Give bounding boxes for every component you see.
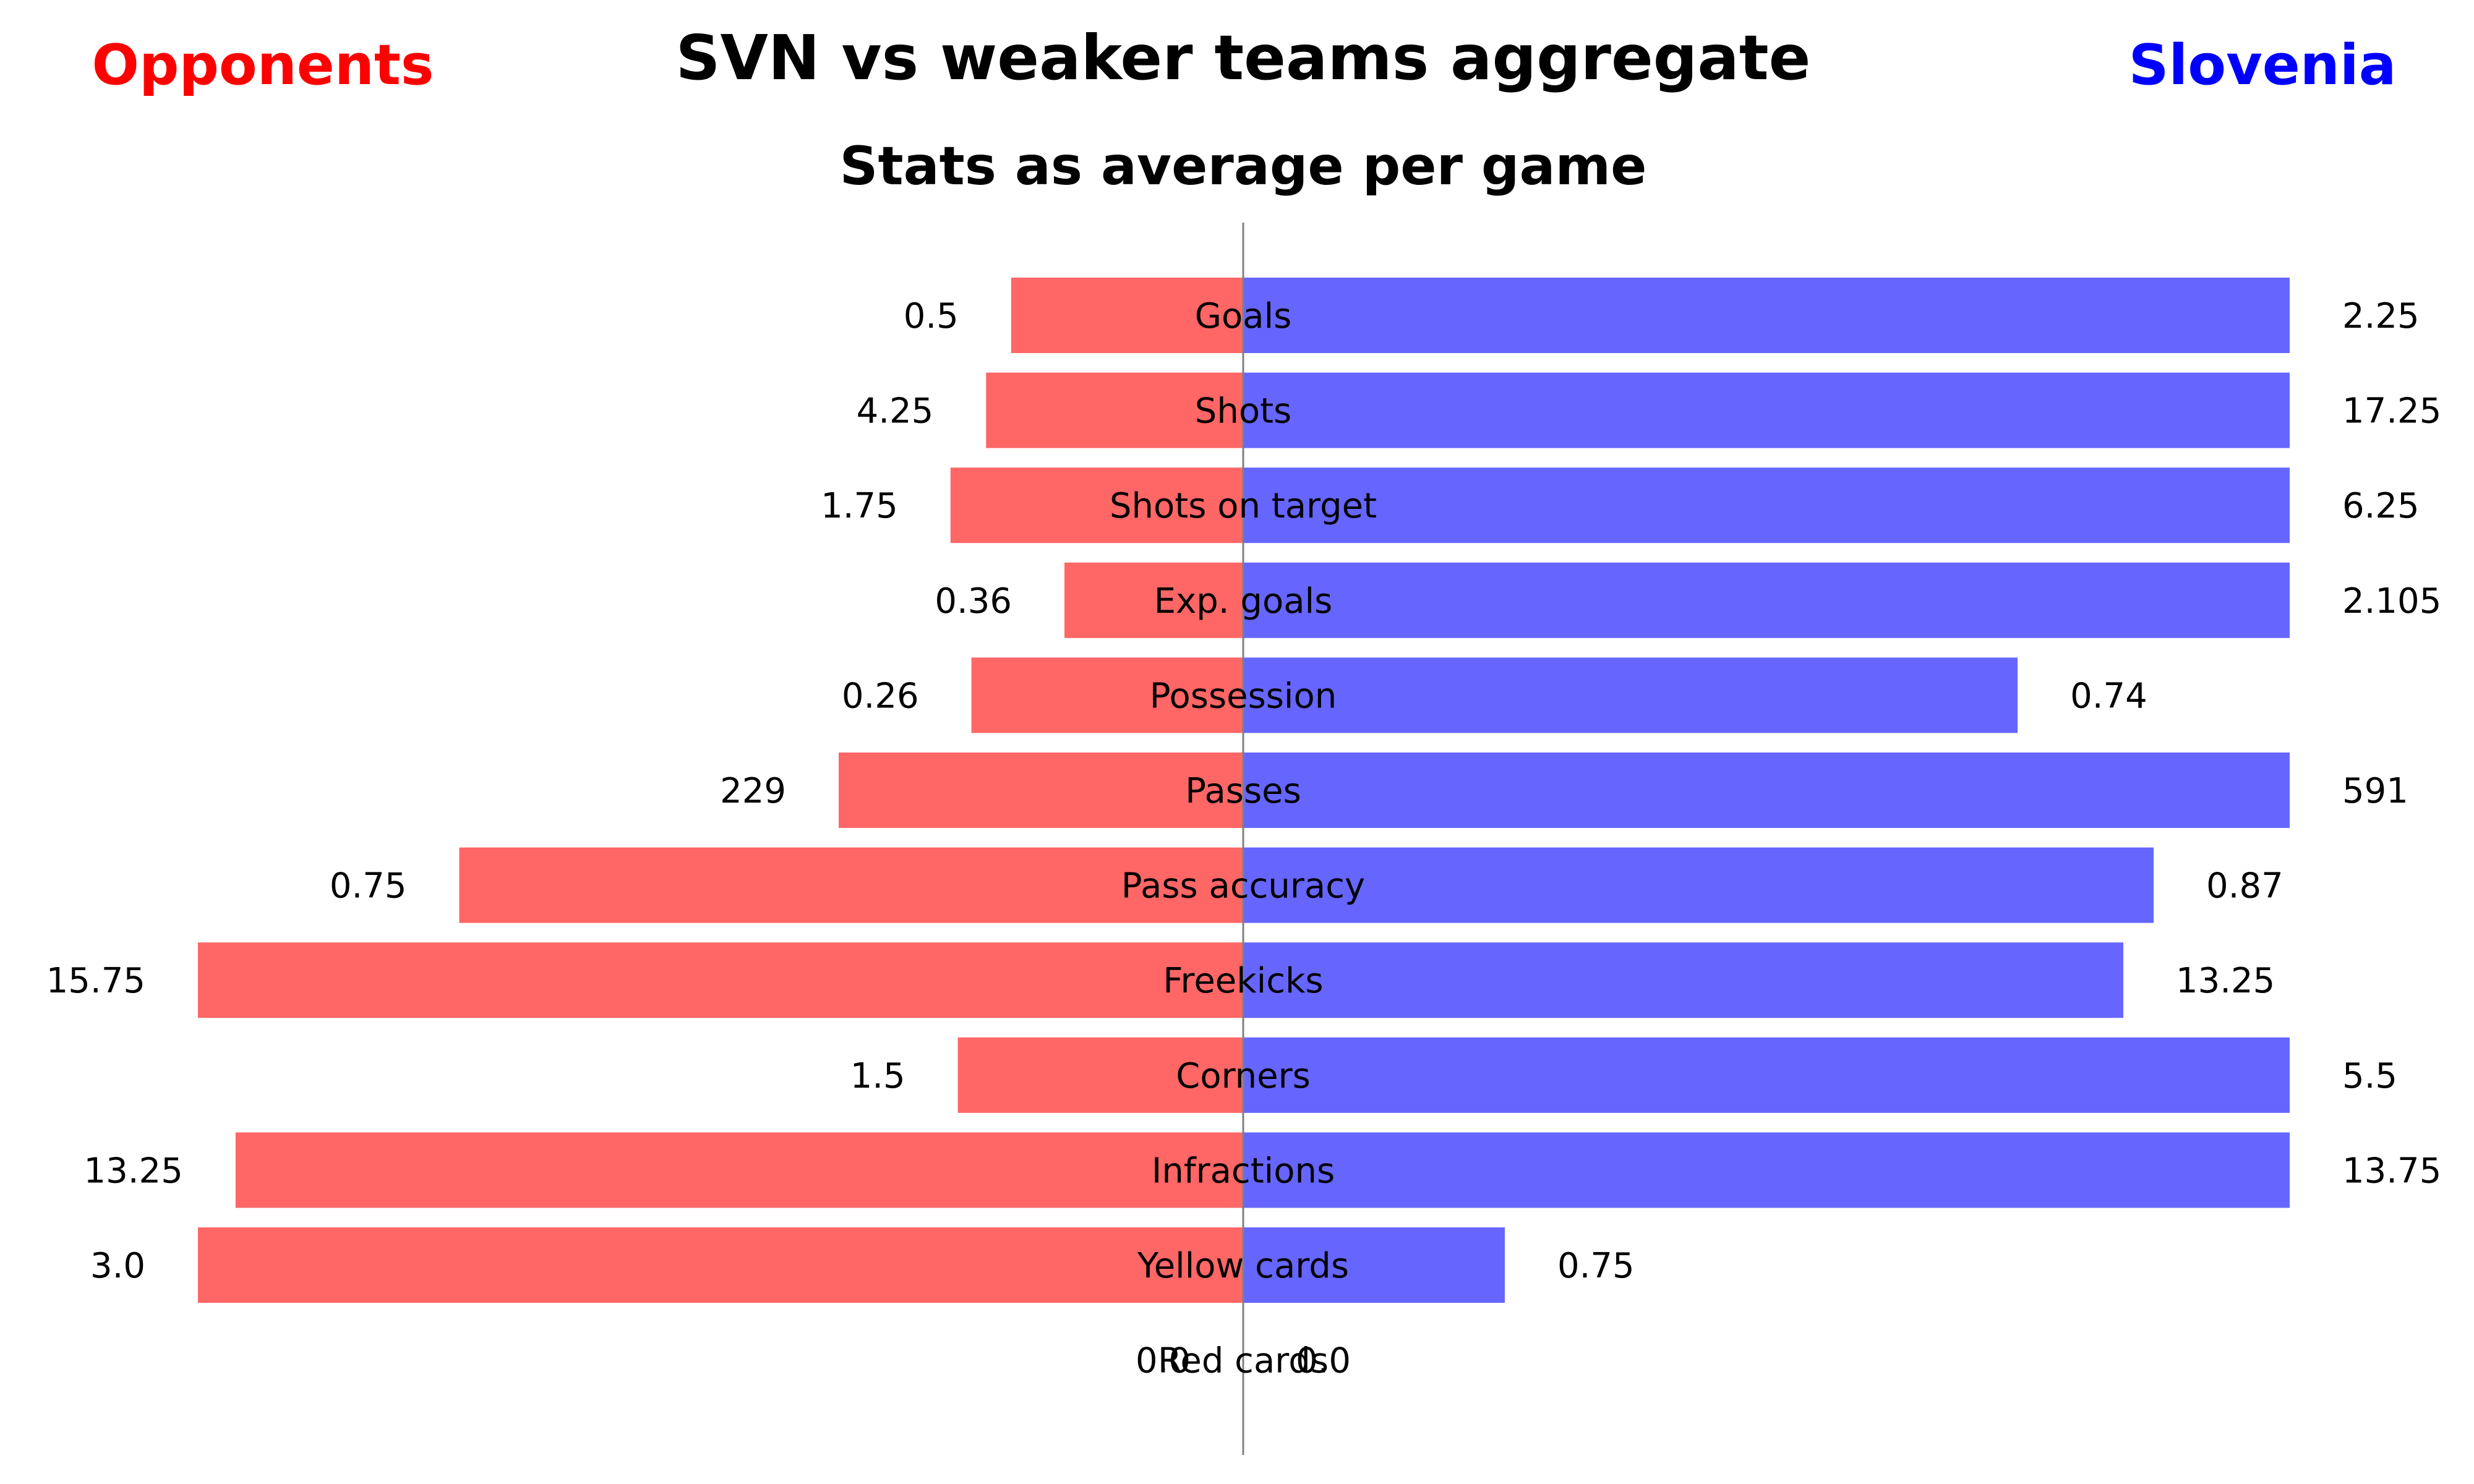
slovenia-bar-4 xyxy=(1243,657,2018,733)
stat-label-0: Goals xyxy=(1195,296,1292,336)
opponents-bar-0 xyxy=(1011,278,1243,353)
slovenia-value-label-0: 2.25 xyxy=(2342,296,2420,336)
opponents-bar-4 xyxy=(971,657,1243,733)
slovenia-bar-5 xyxy=(1243,753,2290,828)
slovenia-value-label-10: 0.75 xyxy=(1557,1246,1635,1286)
opponents-bar-5 xyxy=(838,753,1243,828)
stat-label-5: Passes xyxy=(1185,771,1301,811)
slovenia-value-label-6: 0.87 xyxy=(2206,866,2284,906)
slovenia-title: Slovenia xyxy=(2129,33,2397,98)
labels-group: Goals 0.5 2.25 Shots 4.25 17.25 Shots on targe… xyxy=(46,296,2442,1381)
opponents-value-label-1: 4.25 xyxy=(857,391,934,432)
opponents-bar-8 xyxy=(957,1037,1243,1113)
stat-label-10: Yellow cards xyxy=(1137,1246,1349,1286)
slovenia-value-label-4: 0.74 xyxy=(2070,676,2147,716)
slovenia-value-label-8: 5.5 xyxy=(2342,1056,2397,1096)
slovenia-value-label-3: 2.105 xyxy=(2342,581,2441,621)
slovenia-bar-7 xyxy=(1243,942,2123,1018)
opponents-bar-7 xyxy=(198,942,1243,1018)
slovenia-bar-3 xyxy=(1243,562,2290,638)
stat-label-11: Red cards xyxy=(1158,1341,1329,1381)
slovenia-value-label-9: 13.75 xyxy=(2342,1151,2441,1191)
stat-label-6: Pass accuracy xyxy=(1121,866,1365,906)
opponents-value-label-3: 0.36 xyxy=(935,581,1012,621)
slovenia-value-label-1: 17.25 xyxy=(2342,391,2441,432)
stat-label-3: Exp. goals xyxy=(1154,581,1333,621)
opponents-bar-9 xyxy=(235,1132,1244,1208)
slovenia-bar-1 xyxy=(1243,372,2290,448)
stat-label-1: Shots xyxy=(1195,391,1291,432)
slovenia-bar-2 xyxy=(1243,467,2290,544)
opponents-value-label-2: 1.75 xyxy=(821,486,898,526)
stat-label-9: Infractions xyxy=(1152,1151,1335,1191)
stat-label-8: Corners xyxy=(1176,1056,1311,1096)
slovenia-value-label-2: 6.25 xyxy=(2342,486,2420,526)
opponents-bar-10 xyxy=(198,1227,1243,1303)
opponents-value-label-8: 1.5 xyxy=(850,1056,905,1096)
slovenia-bar-6 xyxy=(1243,847,2154,923)
opponents-value-label-11: 0.0 xyxy=(1136,1341,1191,1381)
chart-title: SVN vs weaker teams aggregate xyxy=(675,22,1810,94)
opponents-value-label-5: 229 xyxy=(720,771,786,811)
slovenia-value-label-5: 591 xyxy=(2342,771,2408,811)
opponents-value-label-6: 0.75 xyxy=(330,866,407,906)
opponents-value-label-10: 3.0 xyxy=(90,1246,145,1286)
stat-label-4: Possession xyxy=(1150,676,1337,716)
opponents-bar-3 xyxy=(1064,562,1243,638)
opponents-value-label-9: 13.25 xyxy=(84,1151,183,1191)
slovenia-bar-9 xyxy=(1243,1132,2290,1208)
opponents-value-label-7: 15.75 xyxy=(46,961,145,1001)
slovenia-bar-0 xyxy=(1243,278,2290,353)
slovenia-value-label-7: 13.25 xyxy=(2176,961,2275,1001)
opponents-value-label-0: 0.5 xyxy=(904,296,959,336)
opponents-value-label-4: 0.26 xyxy=(842,676,919,716)
chart-subtitle: Stats as average per game xyxy=(840,135,1647,197)
opponents-bar-1 xyxy=(986,372,1243,448)
slovenia-value-label-11: 0.0 xyxy=(1296,1341,1351,1381)
opponents-bar-2 xyxy=(950,467,1243,544)
bars-group xyxy=(198,278,2290,1303)
slovenia-bar-8 xyxy=(1243,1037,2290,1113)
opponents-bar-6 xyxy=(459,847,1243,923)
stat-label-2: Shots on target xyxy=(1110,486,1377,526)
opponents-title: Opponents xyxy=(92,33,434,98)
slovenia-bar-10 xyxy=(1243,1227,1505,1303)
stat-label-7: Freekicks xyxy=(1163,961,1323,1001)
